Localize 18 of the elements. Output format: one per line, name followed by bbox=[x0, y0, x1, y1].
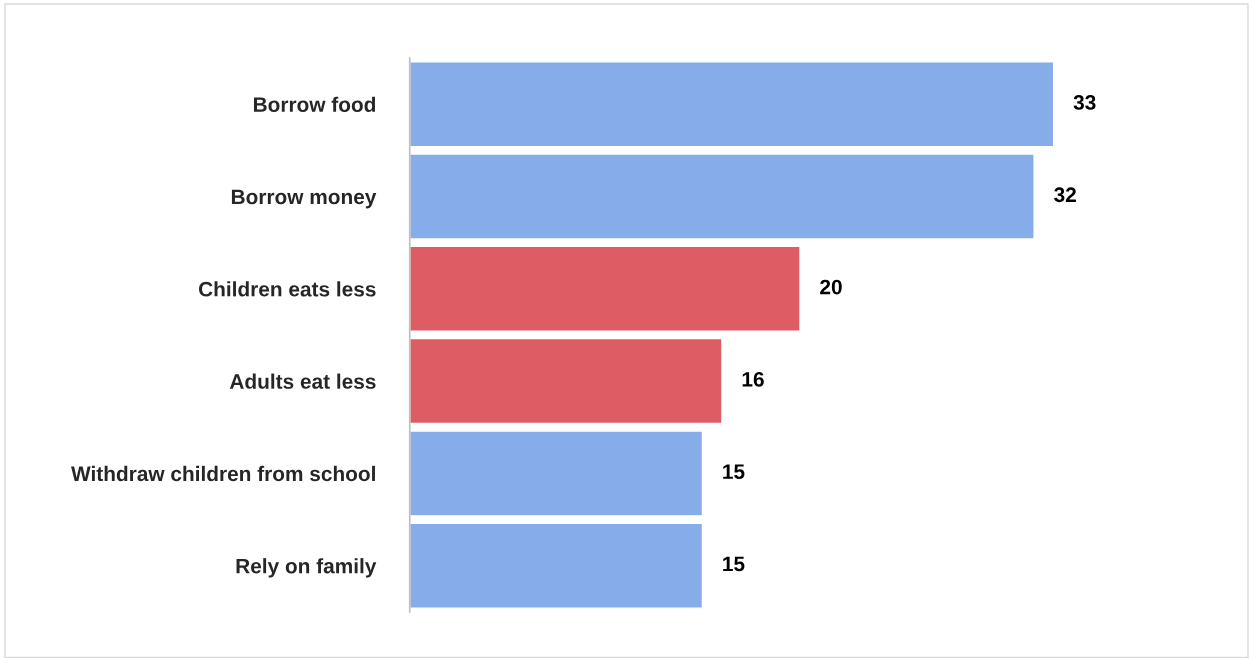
bar bbox=[409, 61, 1055, 148]
bar bbox=[409, 337, 723, 425]
y-tick-label: Withdraw children from school bbox=[71, 465, 375, 482]
y-tick-label: Children eats less bbox=[198, 281, 376, 297]
data-label: 33 bbox=[1073, 95, 1096, 110]
y-tick-label: Borrow money bbox=[231, 189, 377, 209]
data-label: 15 bbox=[723, 556, 745, 572]
bar bbox=[409, 245, 801, 332]
data-label: 20 bbox=[820, 279, 842, 295]
y-tick-label: Borrow food bbox=[253, 96, 376, 112]
data-label: 15 bbox=[723, 464, 745, 479]
bar bbox=[409, 430, 704, 517]
bar bbox=[409, 153, 1035, 240]
data-label: 32 bbox=[1054, 187, 1076, 203]
y-tick-label: Adults eat less bbox=[229, 373, 376, 389]
data-label: 16 bbox=[742, 371, 764, 387]
y-tick-label: Rely on family bbox=[236, 558, 377, 578]
bar bbox=[409, 522, 704, 609]
